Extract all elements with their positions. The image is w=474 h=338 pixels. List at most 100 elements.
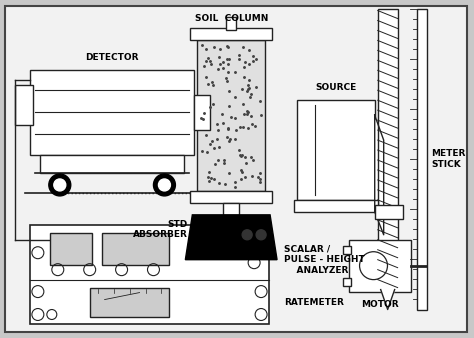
Circle shape — [54, 179, 66, 191]
Point — [205, 170, 213, 175]
Point — [248, 121, 255, 126]
Point — [240, 111, 247, 117]
Bar — [375, 205, 402, 219]
Bar — [378, 8, 398, 290]
Point — [207, 62, 214, 67]
Text: SOIL  COLUMN: SOIL COLUMN — [194, 14, 268, 23]
Point — [237, 125, 244, 130]
Text: RATEMETER: RATEMETER — [284, 298, 344, 307]
Bar — [30, 225, 269, 324]
Point — [236, 53, 243, 58]
Point — [252, 123, 259, 129]
Text: STD
ABSORBER: STD ABSORBER — [132, 220, 187, 239]
Point — [226, 56, 233, 62]
Point — [205, 178, 213, 184]
Point — [244, 87, 251, 92]
Bar — [417, 8, 427, 310]
Point — [213, 137, 220, 142]
Point — [201, 111, 208, 116]
Bar — [90, 288, 169, 317]
Point — [236, 147, 243, 153]
Point — [241, 60, 249, 65]
Point — [209, 101, 217, 107]
Point — [206, 104, 214, 110]
Point — [241, 154, 248, 160]
Circle shape — [242, 230, 252, 240]
Point — [237, 153, 245, 159]
Point — [200, 63, 208, 68]
Bar — [297, 100, 375, 200]
Point — [250, 53, 257, 58]
Text: METER
STICK: METER STICK — [431, 149, 466, 169]
Point — [256, 98, 264, 103]
Point — [231, 69, 238, 74]
Bar — [223, 203, 239, 215]
Point — [224, 70, 232, 75]
Point — [215, 127, 222, 133]
Point — [252, 56, 260, 62]
Point — [215, 54, 223, 60]
Bar — [294, 200, 378, 212]
Point — [231, 95, 238, 100]
Point — [245, 82, 252, 88]
Point — [224, 126, 232, 131]
Bar — [15, 85, 33, 125]
Bar — [191, 28, 272, 41]
Point — [245, 109, 252, 115]
Point — [224, 79, 231, 84]
Point — [236, 152, 243, 158]
Point — [231, 116, 239, 121]
Point — [220, 161, 228, 166]
Point — [219, 112, 226, 117]
Point — [210, 44, 218, 49]
Bar — [30, 70, 194, 155]
Point — [202, 74, 210, 79]
Point — [232, 184, 239, 190]
Point — [202, 58, 210, 64]
Point — [215, 144, 223, 149]
Point — [239, 125, 247, 130]
Point — [226, 170, 233, 175]
Text: SOURCE: SOURCE — [315, 83, 356, 92]
Polygon shape — [381, 290, 395, 310]
Point — [245, 62, 253, 67]
Point — [214, 158, 222, 163]
Point — [243, 160, 250, 166]
Bar — [349, 240, 410, 292]
Point — [256, 176, 264, 182]
Point — [232, 127, 240, 132]
Point — [224, 44, 232, 50]
Point — [210, 146, 218, 151]
Point — [231, 179, 238, 185]
Point — [240, 74, 247, 79]
Point — [225, 61, 232, 66]
Point — [244, 89, 251, 94]
Point — [205, 81, 212, 87]
Point — [256, 179, 264, 184]
Point — [204, 56, 212, 61]
Point — [204, 175, 211, 180]
Circle shape — [256, 230, 266, 240]
Point — [199, 116, 207, 121]
Bar — [191, 191, 272, 203]
Point — [241, 174, 248, 180]
Point — [208, 138, 216, 143]
Point — [228, 114, 235, 119]
Point — [225, 89, 233, 94]
Point — [253, 84, 260, 90]
Point — [226, 136, 234, 141]
Point — [217, 61, 224, 66]
Point — [244, 125, 252, 130]
Bar — [226, 17, 236, 30]
Point — [239, 44, 246, 49]
Point — [243, 108, 251, 114]
Point — [209, 83, 217, 88]
Polygon shape — [185, 215, 277, 260]
Point — [211, 161, 219, 166]
Point — [222, 76, 229, 81]
Point — [224, 56, 231, 62]
Point — [238, 152, 246, 157]
Point — [202, 132, 210, 138]
Point — [240, 65, 248, 70]
Point — [219, 65, 227, 71]
